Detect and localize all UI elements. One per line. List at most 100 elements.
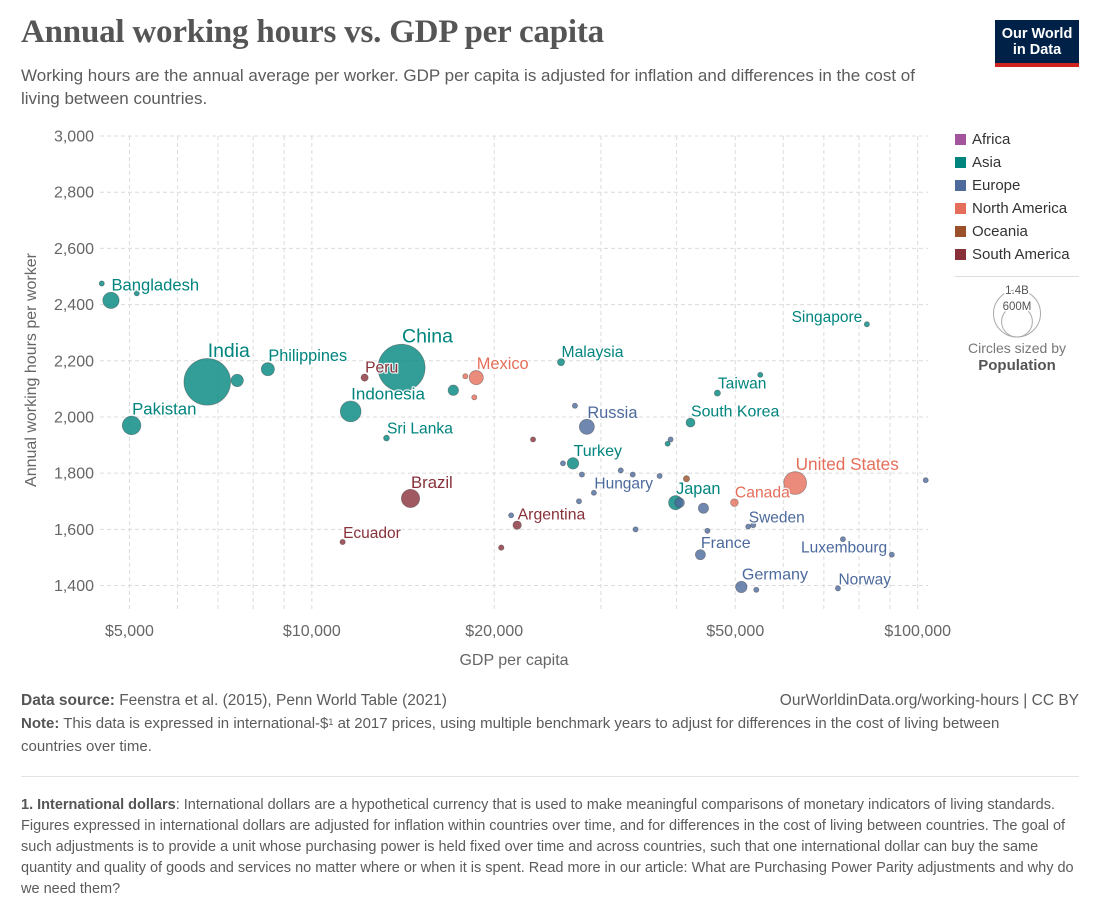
y-tick-label: 2,400 (54, 297, 94, 314)
logo-line-2: in Data (1012, 41, 1062, 58)
data-point[interactable] (557, 358, 565, 367)
data-point[interactable] (471, 394, 478, 401)
point-labels: Bangladesh India Philippines Pakistan Indone… (110, 274, 900, 589)
data-point[interactable] (839, 536, 846, 543)
data-point[interactable] (656, 473, 663, 479)
footnote: 1. International dollars: International … (21, 795, 1083, 900)
data-point[interactable] (498, 544, 505, 551)
legend-item-europe[interactable]: Europe (955, 174, 1085, 197)
legend-item-oceania[interactable]: Oceania (955, 220, 1085, 243)
point-label: Malaysia (562, 344, 624, 361)
point-label: Japan (676, 480, 720, 498)
data-point[interactable] (674, 497, 685, 508)
data-point[interactable] (377, 343, 426, 392)
data-point[interactable] (468, 370, 484, 386)
point-label: China (402, 326, 453, 348)
point-label: Bangladesh (111, 276, 199, 295)
data-point[interactable] (508, 512, 515, 519)
data-point[interactable] (753, 586, 760, 593)
scatter-chart: 1,400 1,600 1,800 2,000 2,200 2,400 2,600 2,800… (23, 129, 951, 670)
data-point[interactable] (360, 373, 369, 382)
data-point[interactable] (695, 549, 706, 561)
point-label: Germany (742, 566, 809, 584)
data-point[interactable] (735, 580, 748, 594)
data-point[interactable] (922, 477, 929, 484)
data-point[interactable] (590, 489, 597, 496)
x-tick-label: $50,000 (706, 623, 764, 640)
data-point[interactable] (704, 527, 711, 534)
data-point[interactable] (462, 373, 469, 380)
data-point[interactable] (667, 436, 674, 443)
data-point[interactable] (98, 280, 105, 287)
x-tick-label: $100,000 (884, 623, 951, 640)
data-point[interactable] (697, 502, 709, 514)
legend-swatch-africa (955, 134, 966, 145)
note-text-before: This data is expressed in international-… (63, 715, 329, 732)
data-point[interactable] (121, 415, 142, 436)
data-point[interactable] (566, 457, 580, 470)
y-tick-label: 1,600 (54, 522, 94, 539)
note: Note: This data is expressed in internat… (21, 712, 1036, 758)
data-point[interactable] (863, 321, 870, 328)
owid-logo[interactable]: Our World in Data (995, 20, 1079, 67)
point-label: Philippines (268, 347, 347, 365)
x-axis-title: GDP per capita (459, 652, 568, 669)
legend-item-north-america[interactable]: North America (955, 197, 1085, 220)
data-point[interactable] (578, 471, 585, 478)
data-point[interactable] (576, 498, 582, 505)
data-point[interactable] (730, 498, 739, 507)
data-point[interactable] (339, 538, 346, 546)
y-tick-label: 3,000 (54, 129, 94, 146)
data-point[interactable] (530, 436, 536, 443)
data-point[interactable] (512, 520, 522, 530)
legend-item-asia[interactable]: Asia (955, 151, 1085, 174)
data-point[interactable] (447, 384, 459, 396)
size-legend-caption: Circles sized by (967, 340, 1067, 356)
legend-swatch-europe (955, 180, 966, 191)
point-label: Turkey (573, 442, 623, 460)
point-label: India (208, 340, 250, 362)
data-point[interactable] (401, 488, 421, 508)
size-legend-circle-small (1001, 305, 1033, 338)
data-point[interactable] (745, 523, 752, 530)
data-point[interactable] (571, 402, 578, 409)
data-point[interactable] (757, 371, 764, 378)
x-tick-label: $10,000 (283, 623, 341, 640)
data-point[interactable] (383, 434, 390, 442)
data-point[interactable] (230, 373, 244, 387)
data-point[interactable] (260, 362, 275, 377)
data-point[interactable] (682, 475, 690, 483)
data-point[interactable] (664, 440, 671, 447)
data-point[interactable] (685, 417, 696, 428)
legend-swatch-asia (955, 157, 966, 168)
license-link[interactable]: CC BY (1031, 692, 1079, 709)
data-point[interactable] (783, 471, 807, 495)
point-label: Sweden (749, 509, 805, 526)
legend-swatch-oceania (955, 226, 966, 237)
point-label: Hungary (594, 476, 653, 493)
data-point[interactable] (888, 551, 895, 558)
data-point[interactable] (578, 418, 595, 435)
point-label: Russia (587, 404, 638, 422)
y-tick-label: 2,800 (54, 185, 94, 202)
data-point[interactable] (632, 526, 639, 533)
legend-item-africa[interactable]: Africa (955, 128, 1085, 151)
data-point[interactable] (617, 467, 624, 474)
point-label: Luxembourg (801, 540, 887, 557)
data-points (98, 280, 929, 594)
data-point[interactable] (102, 291, 120, 309)
data-point[interactable] (835, 585, 841, 592)
data-point[interactable] (560, 460, 566, 467)
legend-label: North America (972, 200, 1068, 217)
data-point[interactable] (339, 400, 362, 423)
data-point[interactable] (713, 389, 721, 397)
legend-item-south-america[interactable]: South America (955, 243, 1085, 266)
data-point[interactable] (183, 358, 231, 406)
point-label: Brazil (411, 473, 453, 492)
data-point[interactable] (629, 471, 636, 478)
chart-url-link[interactable]: OurWorldinData.org/working-hours (779, 692, 1019, 709)
data-point[interactable] (133, 290, 140, 297)
ppp-article-link[interactable]: What are Purchasing Power Parity adjustm… (21, 860, 1074, 897)
data-point[interactable] (750, 522, 757, 529)
